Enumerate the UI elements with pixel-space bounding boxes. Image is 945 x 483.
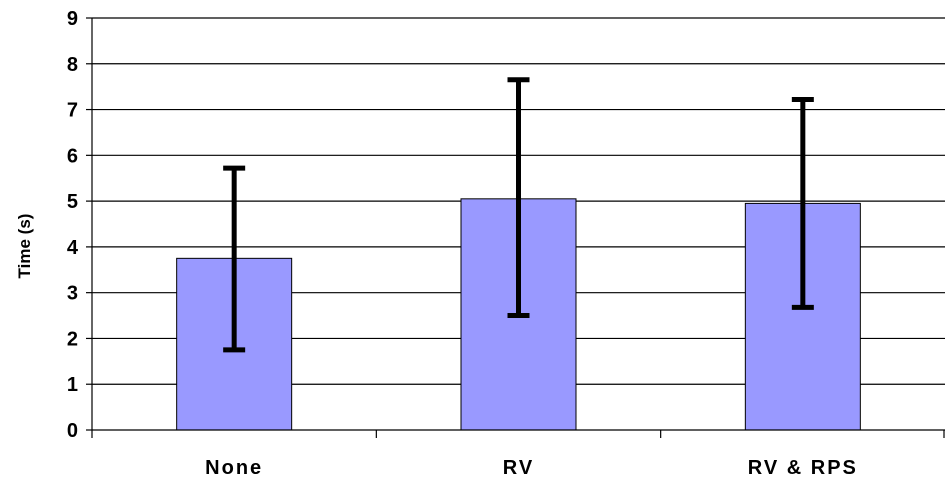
error-bar [791,96,814,310]
y-tick-label: 1 [67,374,78,396]
y-tick-label: 9 [67,8,78,30]
x-category-label: RV & RPS [748,457,858,478]
axes [91,18,945,438]
error-bar [223,165,246,353]
y-tick-label: 2 [67,328,78,350]
y-tick-label: 3 [67,283,78,305]
y-tick-label: 7 [67,100,78,122]
x-category-labels: None RV RV & RPS [205,457,858,479]
x-category-label: RV [503,457,534,478]
y-tick-label: 8 [67,54,78,76]
y-tick-label: 4 [67,237,79,259]
error-bars [223,77,814,353]
y-tick-labels: 0 1 2 3 4 5 6 7 8 9 [67,8,79,442]
y-axis-title: Time (s) [15,214,34,279]
x-category-label: None [205,457,263,478]
error-bar [507,77,530,319]
y-tick-label: 0 [67,420,78,442]
y-tick-label: 6 [67,145,78,167]
y-tick-label: 5 [67,191,78,213]
